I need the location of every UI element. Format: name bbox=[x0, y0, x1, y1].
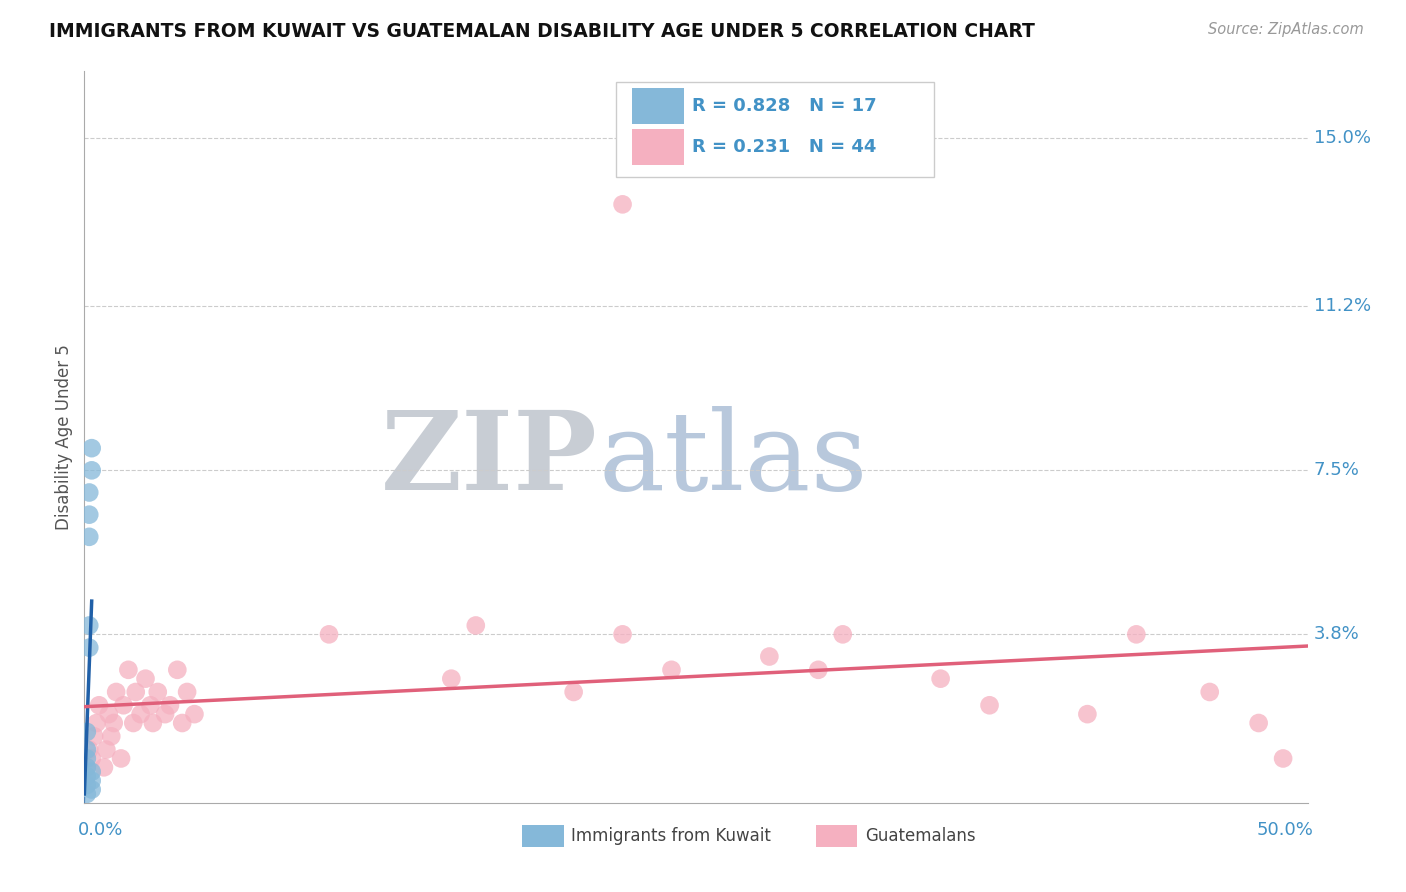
Point bbox=[142, 716, 165, 731]
Point bbox=[76, 751, 98, 765]
Point bbox=[153, 707, 176, 722]
Point bbox=[661, 663, 683, 677]
Point bbox=[122, 716, 145, 731]
Point bbox=[76, 778, 98, 792]
Point bbox=[76, 787, 98, 801]
Point bbox=[117, 663, 139, 677]
Point bbox=[77, 640, 100, 655]
Point bbox=[464, 618, 486, 632]
Point bbox=[77, 618, 100, 632]
Point bbox=[831, 627, 853, 641]
Point bbox=[93, 760, 115, 774]
Point bbox=[318, 627, 340, 641]
Text: 15.0%: 15.0% bbox=[1313, 128, 1371, 147]
Text: Guatemalans: Guatemalans bbox=[865, 828, 976, 846]
Point bbox=[80, 751, 103, 765]
Point bbox=[440, 672, 463, 686]
Point bbox=[125, 685, 148, 699]
Point bbox=[1198, 685, 1220, 699]
Point bbox=[183, 707, 205, 722]
Point bbox=[807, 663, 830, 677]
Point bbox=[129, 707, 152, 722]
Point bbox=[172, 716, 194, 731]
Point bbox=[1272, 751, 1295, 765]
Point bbox=[76, 742, 98, 756]
Text: 7.5%: 7.5% bbox=[1313, 461, 1360, 479]
Text: R = 0.231   N = 44: R = 0.231 N = 44 bbox=[692, 137, 877, 156]
Point bbox=[80, 463, 103, 477]
FancyBboxPatch shape bbox=[633, 128, 683, 165]
Text: Source: ZipAtlas.com: Source: ZipAtlas.com bbox=[1208, 22, 1364, 37]
Point bbox=[159, 698, 181, 713]
FancyBboxPatch shape bbox=[616, 82, 935, 178]
Point bbox=[76, 724, 98, 739]
Text: R = 0.828   N = 17: R = 0.828 N = 17 bbox=[692, 96, 877, 115]
Point bbox=[105, 685, 128, 699]
Text: Immigrants from Kuwait: Immigrants from Kuwait bbox=[571, 828, 770, 846]
Point bbox=[1125, 627, 1147, 641]
Text: IMMIGRANTS FROM KUWAIT VS GUATEMALAN DISABILITY AGE UNDER 5 CORRELATION CHART: IMMIGRANTS FROM KUWAIT VS GUATEMALAN DIS… bbox=[49, 22, 1035, 41]
Point bbox=[135, 672, 157, 686]
Point bbox=[929, 672, 952, 686]
Point bbox=[176, 685, 198, 699]
Text: 11.2%: 11.2% bbox=[1313, 297, 1371, 315]
Point bbox=[1076, 707, 1098, 722]
Point bbox=[76, 760, 98, 774]
Point bbox=[83, 729, 105, 743]
Point bbox=[80, 782, 103, 797]
FancyBboxPatch shape bbox=[815, 825, 858, 847]
FancyBboxPatch shape bbox=[633, 87, 683, 124]
Point bbox=[86, 716, 108, 731]
Point bbox=[77, 742, 100, 756]
Point bbox=[76, 760, 98, 774]
Point bbox=[77, 530, 100, 544]
Text: 3.8%: 3.8% bbox=[1313, 625, 1360, 643]
Text: atlas: atlas bbox=[598, 406, 868, 513]
Point bbox=[562, 685, 585, 699]
Point bbox=[110, 751, 132, 765]
Point bbox=[112, 698, 135, 713]
Point bbox=[76, 769, 98, 783]
Point bbox=[612, 197, 634, 211]
Point bbox=[612, 627, 634, 641]
Text: 0.0%: 0.0% bbox=[79, 821, 124, 839]
Point bbox=[80, 441, 103, 455]
Point bbox=[96, 742, 118, 756]
Point bbox=[77, 485, 100, 500]
Point bbox=[80, 773, 103, 788]
Point bbox=[97, 707, 120, 722]
Point bbox=[166, 663, 188, 677]
Text: ZIP: ZIP bbox=[381, 406, 598, 513]
Point bbox=[103, 716, 125, 731]
Y-axis label: Disability Age Under 5: Disability Age Under 5 bbox=[55, 344, 73, 530]
Point bbox=[77, 508, 100, 522]
Point bbox=[87, 698, 110, 713]
Point bbox=[758, 649, 780, 664]
Point bbox=[146, 685, 169, 699]
Point bbox=[80, 764, 103, 779]
Point bbox=[979, 698, 1001, 713]
FancyBboxPatch shape bbox=[522, 825, 564, 847]
Point bbox=[1247, 716, 1270, 731]
Point bbox=[100, 729, 122, 743]
Point bbox=[139, 698, 162, 713]
Text: 50.0%: 50.0% bbox=[1257, 821, 1313, 839]
